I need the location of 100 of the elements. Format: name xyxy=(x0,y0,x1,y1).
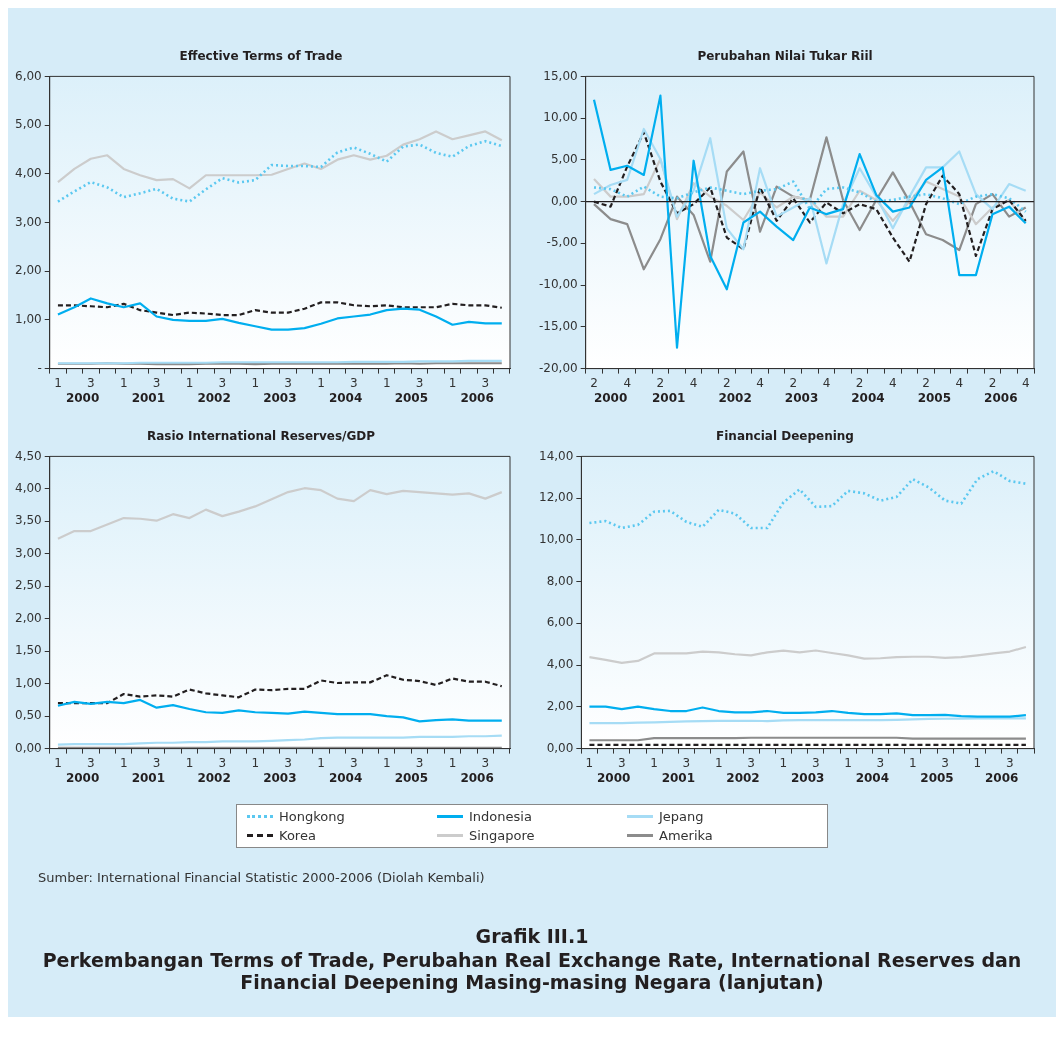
x-tick-label: 4 xyxy=(822,375,831,390)
x-tick-label: 4 xyxy=(756,375,764,390)
legend-label: Jepang xyxy=(659,809,704,824)
text: 2006 xyxy=(460,770,494,785)
text: 2006 xyxy=(460,390,494,405)
x-tick-label: 1 xyxy=(779,755,788,770)
y-tick-label: 5,00 xyxy=(550,152,578,167)
y-tick-label: 1,00 xyxy=(15,675,42,690)
y-tick-label: -15,00 xyxy=(539,318,578,333)
chart-title: Rasio International Reserves/GDP xyxy=(146,429,376,444)
text: 2000 xyxy=(65,390,100,405)
x-tick-label: 1 xyxy=(844,755,852,770)
text: Perkembangan Terms of Trade, Perubahan Real Exchange Rate, International Reserves dan Financial Deepening Masing-masing Negara (lanjutan) xyxy=(41,949,1023,993)
x-tick-label: 1 xyxy=(54,755,62,770)
line-series xyxy=(56,139,504,203)
y-tick-label: 0,00 xyxy=(546,740,574,755)
y-tick-label: 12,00 xyxy=(538,490,574,505)
text: 2005 xyxy=(917,390,952,405)
text: 2004 xyxy=(328,390,363,405)
text: 2001 xyxy=(661,770,696,785)
y-tick-label: 3,00 xyxy=(15,545,42,560)
text: 2005 xyxy=(394,770,429,785)
x-tick-label: 4 xyxy=(689,375,698,390)
text: 2006 xyxy=(984,390,1018,405)
x-tick-label: 3 xyxy=(350,755,358,770)
legend-label: Korea xyxy=(279,828,316,843)
x-tick-label: 3 xyxy=(747,755,755,770)
chart-title: Effective Terms of Trade xyxy=(179,49,343,64)
y-tick-label: 5,00 xyxy=(15,117,42,132)
x-tick-label: 1 xyxy=(317,755,325,770)
y-tick-label: 4,50 xyxy=(15,448,42,463)
y-tick-label: -20,00 xyxy=(539,360,578,375)
x-tick-label: 1 xyxy=(251,375,260,390)
text: 2003 xyxy=(263,770,297,785)
text: 2003 xyxy=(263,390,297,405)
text: 2006 xyxy=(984,770,1019,785)
y-tick-label: 6,00 xyxy=(546,615,574,630)
y-tick-label: 3,00 xyxy=(15,214,42,229)
legend-label: Hongkong xyxy=(279,809,345,824)
x-tick-label: 2 xyxy=(922,375,930,390)
x-tick-label: 1 xyxy=(54,375,62,390)
text: 2003 xyxy=(784,390,819,405)
x-tick-label: 2 xyxy=(988,375,997,390)
y-tick-label: 1,50 xyxy=(15,643,42,658)
y-tick-label: 0,00 xyxy=(15,740,42,755)
x-tick-label: 1 xyxy=(317,375,325,390)
text: 2004 xyxy=(855,770,890,785)
text: 2001 xyxy=(652,390,686,405)
x-tick-label: 1 xyxy=(382,755,391,770)
x-tick-label: 3 xyxy=(350,375,358,390)
text: 2000 xyxy=(596,770,631,785)
chart-title: Perubahan Nilai Tukar Riil xyxy=(697,49,873,64)
x-tick-label: 3 xyxy=(1005,755,1014,770)
x-tick-label: 3 xyxy=(86,755,95,770)
x-tick-label: 4 xyxy=(955,375,964,390)
x-tick-label: 1 xyxy=(714,755,723,770)
line-series xyxy=(56,301,503,317)
legend-label: Indonesia xyxy=(469,809,532,824)
text: 2002 xyxy=(197,390,231,405)
x-tick-label: 3 xyxy=(284,375,292,390)
x-tick-label: 1 xyxy=(185,375,194,390)
x-tick-label: 3 xyxy=(152,755,161,770)
x-tick-label: 3 xyxy=(152,375,161,390)
y-tick-label: -5,00 xyxy=(546,235,578,250)
x-tick-label: 3 xyxy=(218,375,227,390)
text: 2000 xyxy=(65,770,100,785)
y-tick-label: 0,00 xyxy=(550,193,578,208)
text: Grafik III.1 xyxy=(474,925,590,947)
x-tick-label: 1 xyxy=(119,375,128,390)
x-tick-label: 3 xyxy=(876,755,885,770)
y-tick-label: 10,00 xyxy=(538,532,574,547)
x-tick-label: 3 xyxy=(415,375,424,390)
y-tick-label: 0,50 xyxy=(15,708,42,723)
x-tick-label: 1 xyxy=(185,755,194,770)
y-tick-label: 4,00 xyxy=(15,480,42,495)
x-tick-label: 3 xyxy=(941,755,949,770)
x-tick-label: 3 xyxy=(284,755,292,770)
y-tick-label: 4,00 xyxy=(15,165,42,180)
y-tick-label: 14,00 xyxy=(538,448,574,463)
x-tick-label: 3 xyxy=(415,755,424,770)
x-tick-label: 3 xyxy=(682,755,691,770)
chart-title: Financial Deepening xyxy=(716,429,854,444)
x-tick-label: 1 xyxy=(585,755,594,770)
y-tick-label: 2,00 xyxy=(15,610,42,625)
y-tick-label: 6,00 xyxy=(15,68,42,83)
y-tick-label: 2,00 xyxy=(546,698,574,713)
text: 2003 xyxy=(790,770,825,785)
line-series xyxy=(588,469,1028,530)
x-tick-label: 1 xyxy=(382,375,391,390)
text: 2001 xyxy=(131,770,166,785)
y-tick-label: 1,00 xyxy=(15,312,42,327)
x-tick-label: 4 xyxy=(889,375,897,390)
y-tick-label: - xyxy=(37,360,42,375)
x-tick-label: 2 xyxy=(590,375,598,390)
y-tick-label: 3,50 xyxy=(15,513,42,528)
x-tick-label: 1 xyxy=(251,755,260,770)
x-tick-label: 4 xyxy=(1021,375,1030,390)
legend-label: Singapore xyxy=(469,828,535,843)
text: Sumber: International Financial Statistic 2000-2006 (Diolah Kembali) xyxy=(38,870,486,885)
text: 2002 xyxy=(726,770,760,785)
